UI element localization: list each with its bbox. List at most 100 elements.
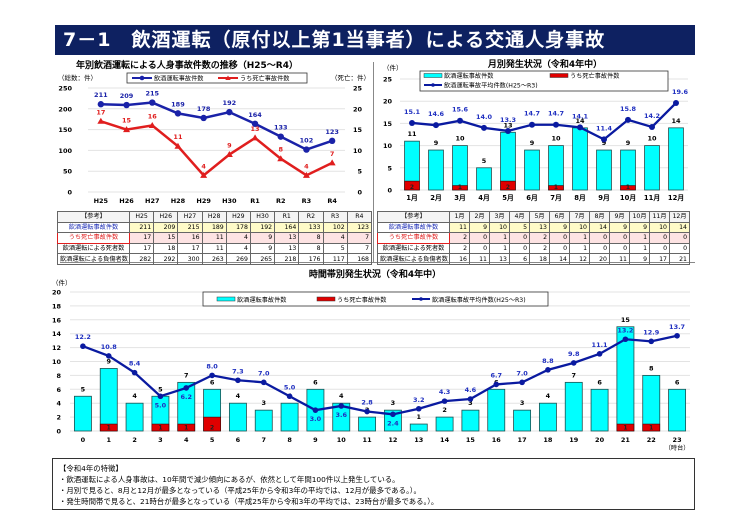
x-tick-label: 11月 bbox=[644, 194, 660, 202]
table-cell: 0 bbox=[469, 242, 490, 255]
table-row: 飲酒運転による死者数 17 18 17 11 4 9 13 8 5 7 bbox=[57, 242, 373, 255]
legend-label-total: 飲酒運転事故件数 bbox=[444, 72, 494, 80]
table-cell: 0 bbox=[609, 232, 630, 244]
table-cell: 9 bbox=[609, 221, 630, 234]
bar-total bbox=[428, 149, 444, 191]
legend-label-avg: 飲酒運転事故平均件数(H25～R3) bbox=[432, 296, 526, 304]
data-point-avg bbox=[529, 121, 535, 128]
table-cell: 15 bbox=[153, 232, 179, 244]
table-row: うち死亡事故件数 17 15 16 11 4 9 13 8 4 7 bbox=[57, 232, 373, 244]
y-tick-label: 6 bbox=[56, 386, 61, 394]
data-point-fatal bbox=[328, 159, 336, 166]
data-point-avg bbox=[625, 116, 631, 123]
x-tick-label: 12月 bbox=[668, 194, 684, 202]
data-point-avg bbox=[105, 353, 112, 359]
table-cell: 192 bbox=[249, 221, 276, 234]
x-tick-label: 7月 bbox=[550, 194, 562, 202]
y-axis-label-right: （死亡：件） bbox=[331, 73, 370, 82]
column-header: R2 bbox=[298, 211, 324, 223]
bar-total bbox=[73, 395, 92, 432]
data-label-avg: 6.7 bbox=[490, 371, 502, 379]
table-cell: 176 bbox=[298, 253, 324, 265]
data-label-fatal: 16 bbox=[148, 112, 158, 120]
data-point-fatal bbox=[200, 171, 208, 178]
data-label-avg: 11.4 bbox=[596, 124, 613, 132]
data-label-avg: 6.2 bbox=[180, 393, 192, 401]
table-cell: 20 bbox=[589, 253, 610, 265]
series-line-fatal bbox=[100, 120, 333, 178]
table-cell: 17 bbox=[649, 253, 670, 265]
table-cell: 164 bbox=[274, 221, 300, 234]
x-tick-label: 23 bbox=[673, 436, 682, 444]
legend-box bbox=[126, 72, 308, 84]
data-label-avg: 19.6 bbox=[672, 88, 689, 96]
bar-total bbox=[596, 149, 612, 191]
column-header: 12月 bbox=[669, 211, 690, 223]
bar-total bbox=[668, 388, 687, 432]
table-cell: 11 bbox=[469, 253, 490, 265]
bar-label-total: 10 bbox=[551, 135, 561, 143]
table-cell: 178 bbox=[225, 221, 251, 234]
table-cell: 5 bbox=[509, 221, 530, 234]
data-point-avg bbox=[673, 99, 679, 106]
table-cell: 2 bbox=[449, 232, 470, 244]
y-tick-label: 0 bbox=[387, 187, 392, 195]
x-tick-label: 9月 bbox=[598, 194, 610, 202]
column-header: 11月 bbox=[649, 211, 670, 223]
x-axis-label: （時台） bbox=[665, 444, 690, 452]
x-tick-label: 12 bbox=[388, 436, 397, 444]
data-point-avg bbox=[209, 372, 215, 379]
bar-label-total: 4 bbox=[132, 392, 137, 400]
bar-total bbox=[383, 409, 402, 432]
data-point-total bbox=[200, 114, 207, 122]
table-cell: 9 bbox=[629, 253, 650, 265]
data-point-avg bbox=[545, 367, 551, 373]
data-label-avg: 8.8 bbox=[542, 357, 554, 365]
bar-label-total: 6 bbox=[675, 378, 680, 386]
chart-title: 月別発生状況（令和4年中） bbox=[487, 58, 602, 70]
table-cell: 9 bbox=[249, 232, 276, 244]
legend-swatch-total bbox=[216, 296, 236, 302]
row-label: うち死亡事故件数 bbox=[377, 232, 450, 244]
x-tick-label: 18 bbox=[543, 436, 553, 444]
bar-label-total: 6 bbox=[313, 378, 318, 386]
data-point-avg bbox=[441, 398, 448, 404]
table-cell: 14 bbox=[549, 253, 570, 265]
bar-total bbox=[538, 402, 557, 432]
table-cell: 12 bbox=[569, 253, 590, 265]
y-axis-label: （件） bbox=[383, 63, 403, 72]
bar-label-total: 3 bbox=[391, 399, 396, 407]
data-label-avg: 4.3 bbox=[439, 388, 451, 396]
x-tick-label: 7 bbox=[261, 436, 266, 444]
data-label-avg: 13.2 bbox=[617, 326, 633, 334]
table-cell: 14 bbox=[589, 221, 610, 234]
column-header: H27 bbox=[177, 211, 203, 223]
legend-swatch-total bbox=[423, 73, 443, 78]
data-point-avg bbox=[157, 393, 164, 400]
bar-label-total: 5 bbox=[158, 385, 163, 393]
column-header: R1 bbox=[274, 211, 300, 223]
bar-total bbox=[524, 149, 540, 191]
table-cell: 9 bbox=[549, 221, 570, 234]
legend-label-fatal: うち死亡事故件数 bbox=[337, 296, 387, 304]
chart-title: 年別飲酒運転による人身事故件数の推移（H25～R4） bbox=[76, 59, 298, 71]
bar-total bbox=[487, 388, 506, 432]
x-tick-label: 19 bbox=[569, 436, 579, 444]
x-tick-label: R3 bbox=[302, 197, 312, 205]
data-point-total bbox=[251, 120, 259, 127]
data-point-avg bbox=[493, 381, 500, 388]
bar-label-total: 2 bbox=[442, 406, 447, 414]
data-label-fatal: 4 bbox=[304, 162, 309, 170]
notes-heading: 【令和4年の特徴】 bbox=[59, 464, 123, 473]
table-cell: 9 bbox=[249, 242, 276, 255]
table-cell: 11 bbox=[201, 232, 227, 244]
column-header: H26 bbox=[153, 211, 179, 223]
x-tick-label: 8月 bbox=[574, 194, 586, 202]
data-point-total bbox=[174, 110, 182, 117]
yearly-trend-chart: 年別飲酒運転による人身事故件数の推移（H25～R4） （総数：件） （死亡：件） 0 5… bbox=[58, 59, 370, 205]
table-cell: 292 bbox=[153, 253, 179, 265]
x-tick-label: H25 bbox=[94, 197, 109, 205]
y-tick-label-right: 5 bbox=[357, 168, 362, 176]
